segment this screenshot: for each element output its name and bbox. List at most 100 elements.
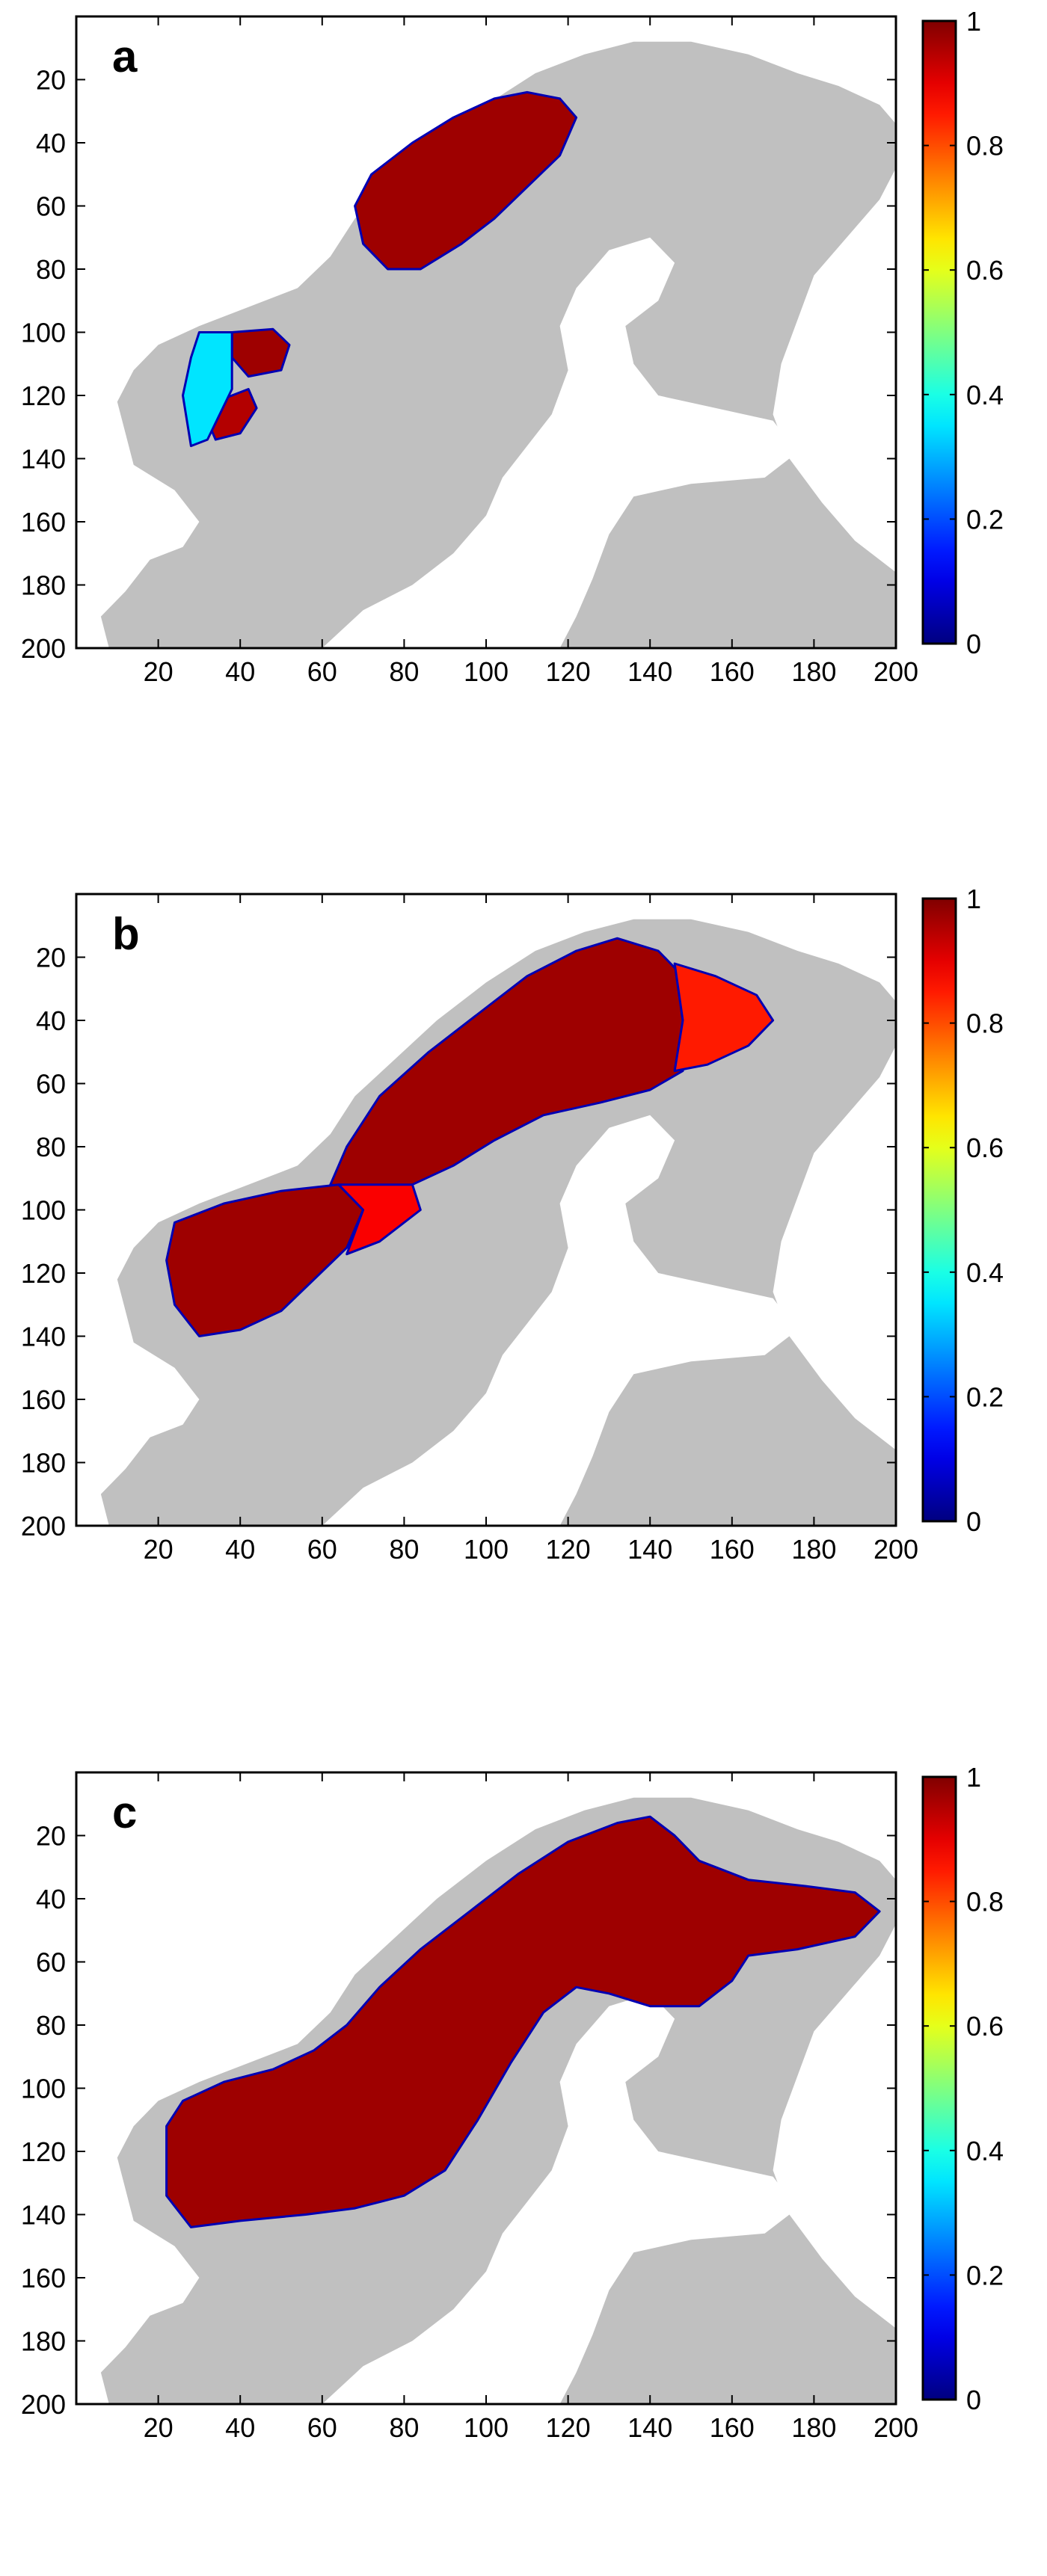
colorbar-tick-label: 0.4 xyxy=(966,2136,1004,2166)
x-tick-label: 140 xyxy=(627,2412,672,2443)
x-tick-label: 20 xyxy=(144,656,174,687)
x-tick-label: 60 xyxy=(307,1534,337,1565)
y-tick-label: 120 xyxy=(21,2136,66,2167)
x-tick-label: 160 xyxy=(710,2412,755,2443)
x-tick-label: 160 xyxy=(710,1534,755,1565)
y-tick-label: 60 xyxy=(36,1069,66,1100)
x-tick-label: 60 xyxy=(307,656,337,687)
y-tick-label: 60 xyxy=(36,1947,66,1978)
plot-area xyxy=(76,1772,896,2404)
colorbar-tick-label: 0.8 xyxy=(966,131,1004,161)
y-tick-label: 40 xyxy=(36,1005,66,1036)
y-tick-label: 140 xyxy=(21,444,66,475)
x-tick-label: 80 xyxy=(389,1534,419,1565)
colorbar-tick-label: 0.8 xyxy=(966,1008,1004,1039)
y-tick-label: 200 xyxy=(21,633,66,664)
y-tick-label: 100 xyxy=(21,1195,66,1226)
y-tick-label: 20 xyxy=(36,1821,66,1852)
y-tick-label: 80 xyxy=(36,1132,66,1162)
colorbar-tick-label: 0.6 xyxy=(966,2011,1004,2042)
colorbar-tick-label: 0 xyxy=(966,1506,981,1537)
baltic-sea xyxy=(322,1993,798,2404)
colorbar-tick-label: 0.6 xyxy=(966,1133,1004,1163)
x-tick-label: 120 xyxy=(546,2412,591,2443)
y-tick-label: 180 xyxy=(21,2326,66,2357)
ice-region-3 xyxy=(165,1183,365,1337)
plot-area xyxy=(76,16,896,648)
y-tick-label: 180 xyxy=(21,1448,66,1479)
x-tick-label: 200 xyxy=(873,1534,918,1565)
y-tick-label: 60 xyxy=(36,191,66,222)
x-tick-label: 180 xyxy=(791,2412,836,2443)
y-tick-label: 120 xyxy=(21,380,66,411)
panel-letter: c xyxy=(112,1787,137,1837)
y-tick-label: 40 xyxy=(36,1884,66,1914)
x-tick-label: 80 xyxy=(389,2412,419,2443)
baltic-sea xyxy=(322,1115,798,1526)
colorbar-tick-label: 1 xyxy=(966,1762,981,1793)
land-mask xyxy=(100,41,896,648)
colorbar-tick-label: 1 xyxy=(966,884,981,914)
colorbar-tick-label: 0.6 xyxy=(966,255,1004,286)
ice-region-4 xyxy=(337,1183,422,1256)
colorbar xyxy=(921,19,957,645)
x-tick-label: 140 xyxy=(627,1534,672,1565)
y-tick-label: 120 xyxy=(21,1258,66,1289)
x-tick-label: 200 xyxy=(873,2412,918,2443)
colorbar-tick-label: 0.2 xyxy=(966,504,1004,534)
y-tick-label: 160 xyxy=(21,1384,66,1415)
x-tick-label: 160 xyxy=(710,656,755,687)
x-tick-label: 60 xyxy=(307,2412,337,2443)
colorbar xyxy=(921,1775,957,2401)
y-tick-label: 20 xyxy=(36,65,66,96)
y-tick-label: 140 xyxy=(21,2200,66,2231)
plot-area xyxy=(76,894,896,1526)
y-tick-label: 200 xyxy=(21,1511,66,1541)
y-tick-label: 40 xyxy=(36,128,66,158)
x-tick-label: 80 xyxy=(389,656,419,687)
y-tick-label: 180 xyxy=(21,570,66,601)
panel-a: 20 40 60 80 100 120 140 160 180 20020406080100120… xyxy=(21,6,1004,687)
x-tick-label: 100 xyxy=(464,2412,509,2443)
colorbar xyxy=(921,897,957,1523)
y-tick-label: 100 xyxy=(21,318,66,348)
x-tick-label: 100 xyxy=(464,656,509,687)
colorbar-tick-label: 0.8 xyxy=(966,1887,1004,1917)
baltic-sea xyxy=(322,237,798,648)
y-tick-label: 20 xyxy=(36,943,66,973)
x-tick-label: 200 xyxy=(873,656,918,687)
x-tick-label: 180 xyxy=(791,1534,836,1565)
colorbar-tick-label: 1 xyxy=(966,6,981,37)
x-tick-label: 40 xyxy=(225,1534,255,1565)
colorbar-tick-label: 0.4 xyxy=(966,380,1004,410)
x-tick-label: 100 xyxy=(464,1534,509,1565)
y-tick-label: 160 xyxy=(21,507,66,537)
panel-c: 20 40 60 80 100 120 140 160 180 20020406080100120… xyxy=(21,1762,1004,2443)
ice-region-2 xyxy=(673,962,775,1073)
panel-letter: b xyxy=(112,909,140,959)
colorbar-tick-label: 0.2 xyxy=(966,1381,1004,1412)
x-tick-label: 120 xyxy=(546,656,591,687)
y-tick-label: 80 xyxy=(36,2010,66,2041)
panel-letter: a xyxy=(112,31,138,81)
ice-region-1 xyxy=(354,90,578,271)
x-tick-label: 40 xyxy=(225,656,255,687)
panel-b: 20 40 60 80 100 120 140 160 180 20020406080100120… xyxy=(21,884,1004,1565)
y-tick-label: 80 xyxy=(36,254,66,285)
y-tick-label: 160 xyxy=(21,2263,66,2293)
y-tick-label: 100 xyxy=(21,2074,66,2104)
colorbar-tick-label: 0.4 xyxy=(966,1257,1004,1288)
x-tick-label: 20 xyxy=(144,1534,174,1565)
y-tick-label: 140 xyxy=(21,1322,66,1352)
land-mask xyxy=(100,919,896,1526)
x-tick-label: 180 xyxy=(791,656,836,687)
colorbar-tick-label: 0.2 xyxy=(966,2260,1004,2290)
ice-region-4 xyxy=(182,331,233,448)
x-tick-label: 40 xyxy=(225,2412,255,2443)
colorbar-tick-label: 0 xyxy=(966,629,981,659)
x-tick-label: 120 xyxy=(546,1534,591,1565)
ice-region-1 xyxy=(165,1815,881,2228)
y-tick-label: 200 xyxy=(21,2389,66,2420)
x-tick-label: 140 xyxy=(627,656,672,687)
